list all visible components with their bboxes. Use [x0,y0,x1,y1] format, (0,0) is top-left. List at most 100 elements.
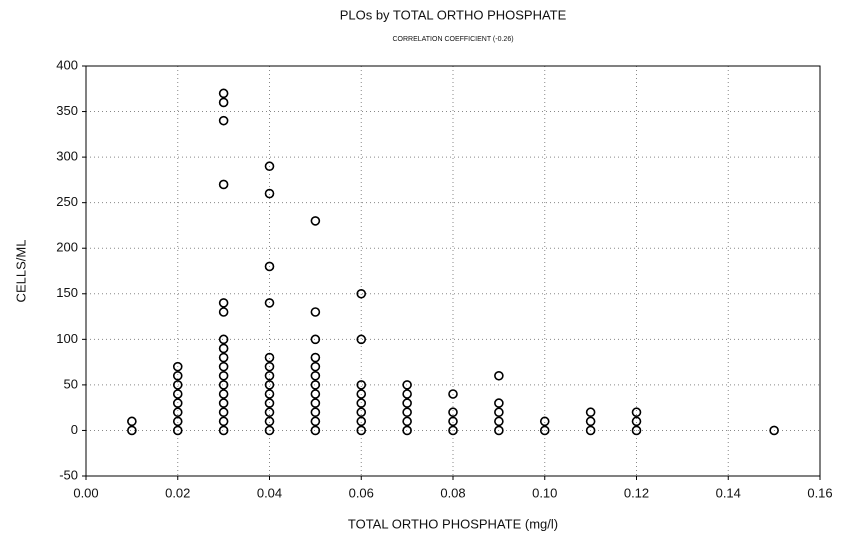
point [494,416,504,427]
x-tick-label: 0.08 [440,485,465,500]
plot-frame [85,65,821,477]
point [218,343,229,354]
point [310,416,321,427]
point [218,416,229,427]
y-tick-label: 300 [56,149,78,164]
y-tick-label: 0 [71,422,78,437]
point [264,407,275,418]
point [218,115,229,126]
point [172,380,183,390]
point [172,389,183,399]
point [448,389,458,399]
point [172,370,183,381]
point [494,398,504,408]
y-tick-label: -50 [59,467,78,482]
x-tick-label: 0.12 [624,485,649,500]
y-tick-label: 150 [56,285,78,300]
point [218,407,229,418]
point [769,425,779,436]
point [631,407,642,418]
x-tick-label: 0.02 [165,485,190,500]
point [356,389,367,399]
point [218,179,229,190]
point [264,370,275,381]
point [585,416,596,427]
point [172,361,183,372]
point [264,161,275,172]
point [172,398,183,408]
point [264,389,275,399]
y-tick-label: 200 [56,240,78,255]
point [218,380,229,390]
chart-subtitle: CORRELATION COEFFICIENT (-0.26) [392,36,513,43]
point [218,389,229,399]
point [310,334,321,345]
point [218,298,229,308]
point [264,361,275,372]
point [402,416,412,427]
point [356,425,367,436]
point [127,416,137,427]
point [356,398,367,408]
x-tick-label: 0.06 [349,485,374,500]
chart-title: PLOs by TOTAL ORTHO PHOSPHATE [340,7,567,22]
point [448,407,458,418]
point [218,370,229,381]
point [356,407,367,418]
point [310,389,321,399]
point [494,370,504,381]
point [264,298,275,308]
point [264,425,275,436]
point [310,380,321,390]
point [218,88,229,99]
point [264,352,275,363]
point [310,407,321,418]
y-axis-label: CELLS/ML [13,240,28,303]
point [218,425,229,436]
point [631,416,642,427]
point [218,97,229,108]
point [539,425,550,436]
y-tick-label: 50 [64,376,78,391]
x-tick-label: 0.10 [532,485,557,500]
point [310,361,321,372]
x-tick-label: 0.00 [73,485,98,500]
point [218,352,229,363]
point [356,334,367,345]
point [494,407,504,418]
point [310,398,321,408]
point [310,370,321,381]
point [356,288,367,299]
point [402,425,412,436]
point [494,425,504,436]
x-tick-label: 0.14 [716,485,741,500]
point [585,425,596,436]
point [539,416,550,427]
point [218,307,229,317]
point [356,380,367,390]
y-tick-label: 350 [56,103,78,118]
point [264,380,275,390]
point [448,416,458,427]
point [264,261,275,272]
point [310,425,321,436]
point [402,407,412,418]
x-axis-label: TOTAL ORTHO PHOSPHATE (mg/l) [348,516,558,531]
point [264,416,275,427]
y-tick-label: 250 [56,194,78,209]
point [172,416,183,427]
point [402,398,412,408]
point [356,416,367,427]
point [448,425,458,436]
point [218,334,229,345]
point [218,398,229,408]
point [172,425,183,436]
point [264,188,275,199]
point [585,407,596,418]
point [172,407,183,418]
point [631,425,642,436]
point [310,307,321,317]
point [264,398,275,408]
point [310,352,321,363]
